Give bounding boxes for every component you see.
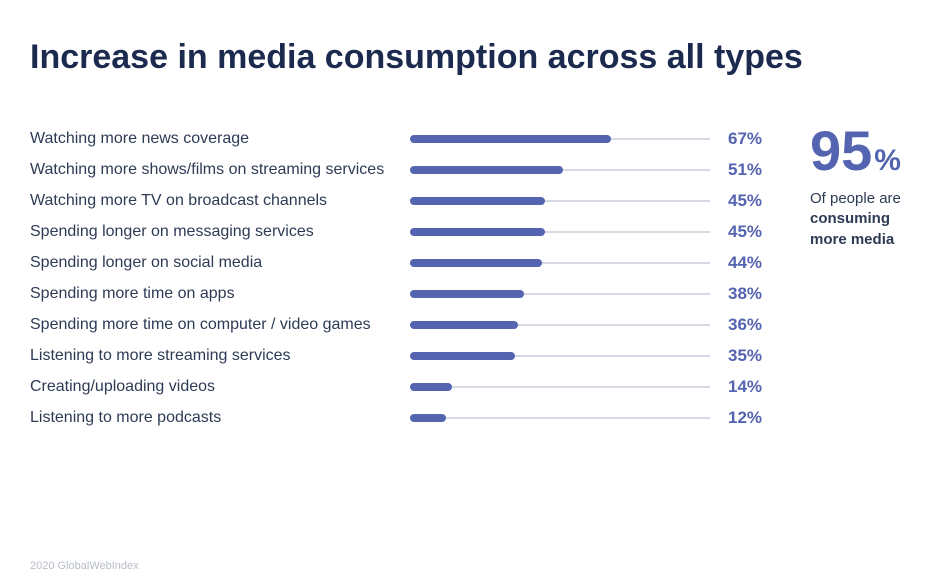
chart-row-value: 14% <box>710 377 770 397</box>
chart-row-value: 35% <box>710 346 770 366</box>
chart-row-label: Watching more shows/films on streaming s… <box>30 161 410 179</box>
chart-bar-fill <box>410 290 524 298</box>
chart-row-value: 45% <box>710 222 770 242</box>
chart-row-label: Spending longer on social media <box>30 254 410 272</box>
chart-row-value: 44% <box>710 253 770 273</box>
content-area: Watching more news coverage67%Watching m… <box>30 129 913 439</box>
chart-bar-area <box>410 194 710 208</box>
media-consumption-chart: Watching more news coverage67%Watching m… <box>30 129 770 439</box>
source-footer: 2020 GlobalWebIndex <box>30 560 139 572</box>
chart-row-label: Watching more news coverage <box>30 130 410 148</box>
chart-row: Spending longer on social media 44% <box>30 253 770 273</box>
chart-bar-fill <box>410 228 545 236</box>
chart-bar-track <box>410 417 710 419</box>
callout-subtext-bold: consuming more media <box>810 210 894 247</box>
chart-bar-area <box>410 411 710 425</box>
chart-bar-area <box>410 349 710 363</box>
chart-row: Watching more TV on broadcast channels 45… <box>30 191 770 211</box>
chart-bar-area <box>410 163 710 177</box>
chart-row-label: Spending more time on apps <box>30 285 410 303</box>
chart-row: Watching more news coverage 67% <box>30 129 770 149</box>
chart-row-value: 45% <box>710 191 770 211</box>
chart-bar-fill <box>410 414 446 422</box>
chart-row-value: 67% <box>710 129 770 149</box>
callout-number: 95 % <box>810 123 913 179</box>
chart-row-value: 36% <box>710 315 770 335</box>
chart-bar-area <box>410 132 710 146</box>
chart-row: Spending more time on computer / video g… <box>30 315 770 335</box>
chart-bar-fill <box>410 166 563 174</box>
chart-row-value: 38% <box>710 284 770 304</box>
headline-callout: 95 % Of people are consuming more media <box>810 123 913 250</box>
chart-bar-fill <box>410 197 545 205</box>
callout-subtext: Of people are consuming more media <box>810 189 913 250</box>
chart-bar-fill <box>410 259 542 267</box>
chart-bar-track <box>410 386 710 388</box>
callout-number-value: 95 <box>810 123 872 179</box>
chart-row: Listening to more streaming services 35% <box>30 346 770 366</box>
infographic-page: Increase in media consumption across all… <box>0 0 943 586</box>
chart-bar-fill <box>410 135 611 143</box>
chart-bar-fill <box>410 321 518 329</box>
chart-row-label: Spending more time on computer / video g… <box>30 316 410 334</box>
callout-subtext-prefix: Of people are <box>810 190 901 207</box>
chart-bar-area <box>410 318 710 332</box>
chart-row: Spending longer on messaging services 45% <box>30 222 770 242</box>
chart-bar-fill <box>410 383 452 391</box>
chart-row-label: Creating/uploading videos <box>30 378 410 396</box>
chart-row: Creating/uploading videos 14% <box>30 377 770 397</box>
callout-percent-sign: % <box>874 146 901 176</box>
chart-bar-area <box>410 380 710 394</box>
chart-bar-area <box>410 256 710 270</box>
chart-row-label: Listening to more streaming services <box>30 347 410 365</box>
chart-row-label: Spending longer on messaging services <box>30 223 410 241</box>
page-title: Increase in media consumption across all… <box>30 38 913 77</box>
chart-row-label: Watching more TV on broadcast channels <box>30 192 410 210</box>
chart-row-value: 12% <box>710 408 770 428</box>
chart-row: Spending more time on apps 38% <box>30 284 770 304</box>
chart-row-label: Listening to more podcasts <box>30 409 410 427</box>
chart-row-value: 51% <box>710 160 770 180</box>
chart-bar-fill <box>410 352 515 360</box>
chart-bar-area <box>410 287 710 301</box>
chart-row: Listening to more podcasts 12% <box>30 408 770 428</box>
chart-row: Watching more shows/films on streaming s… <box>30 160 770 180</box>
chart-bar-area <box>410 225 710 239</box>
